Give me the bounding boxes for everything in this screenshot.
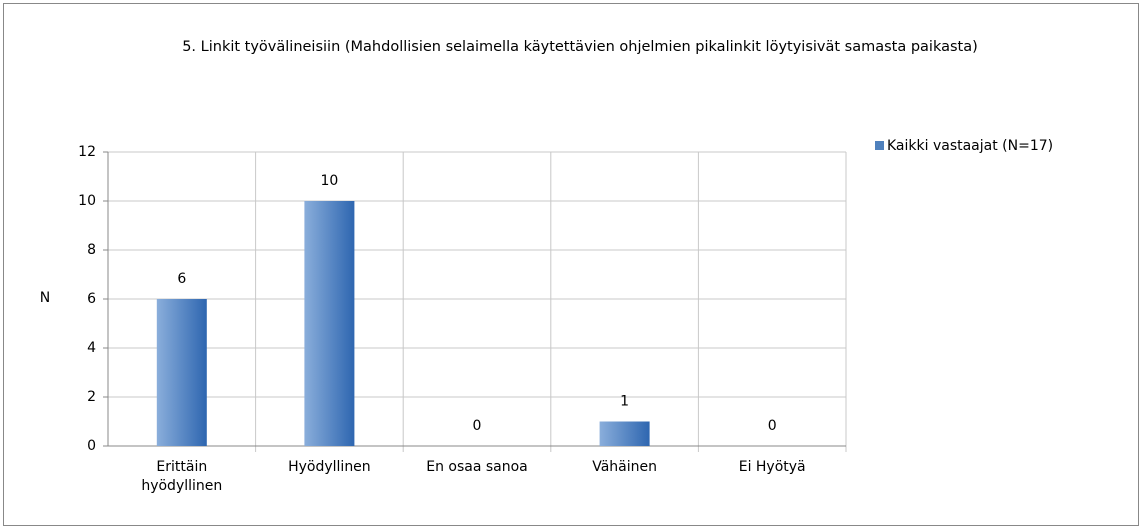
- chart-title: 5. Linkit työvälineisiin (Mahdollisien s…: [182, 39, 978, 55]
- y-tick-label: 2: [87, 389, 96, 405]
- x-tick-label: Ei Hyötyä: [738, 459, 806, 475]
- y-tick-label: 4: [87, 340, 96, 356]
- data-label: 10: [320, 173, 338, 189]
- x-tick-label: Vähäinen: [592, 459, 657, 475]
- bar: [599, 421, 650, 446]
- legend-swatch: [875, 141, 884, 150]
- data-label: 0: [473, 418, 482, 434]
- bar: [304, 201, 355, 446]
- y-tick-label: 12: [78, 144, 96, 160]
- legend-label: Kaikki vastaajat (N=17): [887, 138, 1053, 154]
- x-tick-label: Erittäin hyödyllinen: [141, 459, 223, 494]
- y-tick-label: 10: [78, 193, 96, 209]
- y-tick-label: 0: [87, 438, 96, 454]
- data-label: 0: [768, 418, 777, 434]
- x-tick-label: En osaa sanoa: [426, 459, 528, 475]
- x-tick-label: Hyödyllinen: [288, 459, 371, 475]
- data-label: 1: [620, 394, 629, 410]
- y-axis-label: N: [40, 290, 50, 306]
- chart-border: [3, 3, 1139, 526]
- y-tick-label: 8: [87, 242, 96, 258]
- bar: [156, 299, 207, 446]
- data-label: 6: [177, 271, 186, 287]
- y-tick-label: 6: [87, 291, 96, 307]
